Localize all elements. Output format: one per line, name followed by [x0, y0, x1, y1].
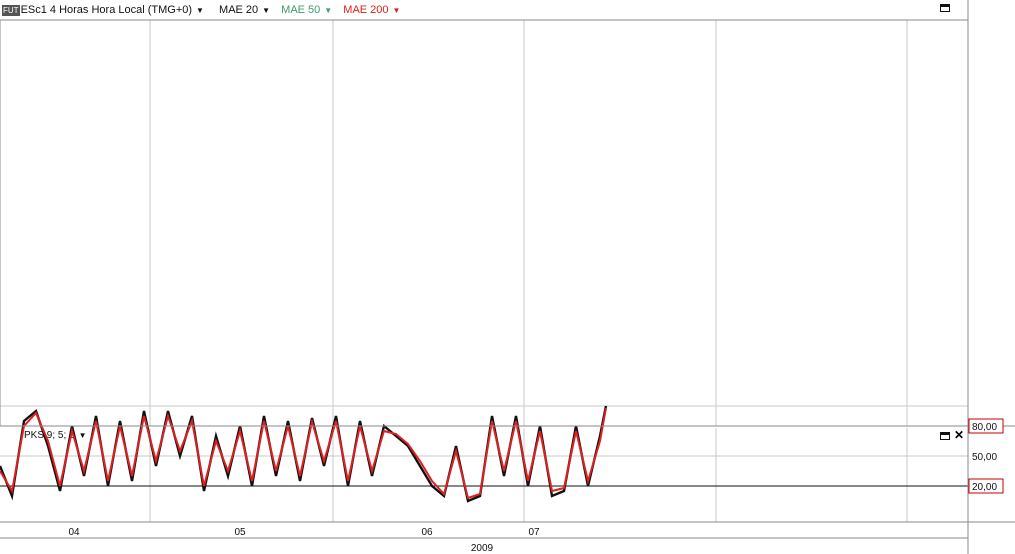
- chart-header: FUT ESc1 4 Horas Hora Local (TMG+0) ▼ MAE …: [2, 2, 400, 18]
- ma-mid-label[interactable]: MAE 50: [281, 4, 321, 16]
- year-label: 2009: [471, 543, 494, 554]
- close-icon[interactable]: ✕: [954, 428, 965, 442]
- main-panel-border: [0, 19, 969, 427]
- x-tick-label: 04: [68, 527, 80, 538]
- oscillator-header: PKS 9; 5; 5 ▼: [24, 429, 87, 443]
- osc-tick-label: 20,00: [972, 482, 997, 493]
- instrument-title[interactable]: ESc1 4 Horas Hora Local (TMG+0): [20, 4, 193, 16]
- osc-k-line: [0, 405, 608, 503]
- maximize-icon[interactable]: [940, 432, 950, 440]
- oscillator-label[interactable]: PKS 9; 5; 5: [24, 430, 75, 441]
- instrument-badge: FUT: [2, 5, 20, 16]
- chevron-down-icon[interactable]: ▼: [196, 6, 204, 15]
- chevron-down-icon[interactable]: ▼: [262, 6, 271, 15]
- ma-slow-label[interactable]: MAE 200: [343, 4, 389, 16]
- maximize-icon[interactable]: [940, 4, 950, 12]
- x-tick-label: 05: [234, 527, 246, 538]
- x-tick-label: 07: [528, 527, 540, 538]
- osc-tick-label: 80,00: [972, 422, 997, 433]
- osc-d-line: [0, 407, 607, 500]
- chevron-down-icon[interactable]: ▼: [78, 431, 87, 440]
- osc-tick-label: 50,00: [972, 452, 997, 463]
- osc-level-tag: [968, 478, 1004, 494]
- x-tick-label: 06: [421, 527, 433, 538]
- chevron-down-icon[interactable]: ▼: [392, 6, 401, 15]
- ma-fast-label[interactable]: MAE 20: [219, 4, 259, 16]
- osc-level-tag: [968, 418, 1004, 434]
- chevron-down-icon[interactable]: ▼: [324, 6, 333, 15]
